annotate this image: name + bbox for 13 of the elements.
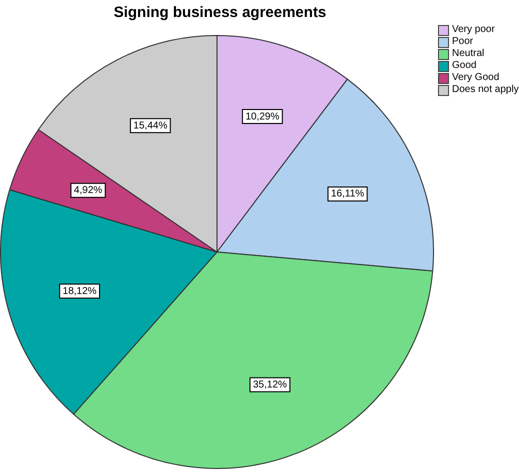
data-label: 16,11%	[330, 188, 364, 200]
legend-label: Good	[452, 60, 476, 72]
data-label: 10,29%	[245, 111, 280, 122]
legend-label: Very poor	[452, 24, 495, 36]
legend-label: Very Good	[452, 72, 500, 84]
legend-label: Poor	[452, 36, 474, 48]
legend-label: Neutral	[452, 48, 484, 60]
data-label: 15,44%	[133, 120, 168, 132]
data-label: 35,12%	[252, 379, 287, 390]
chart-title: Signing business agreements	[112, 4, 328, 21]
data-label: 4,92%	[74, 185, 102, 196]
data-label: 18,12%	[62, 286, 97, 297]
legend-label: Does not apply	[452, 84, 519, 96]
